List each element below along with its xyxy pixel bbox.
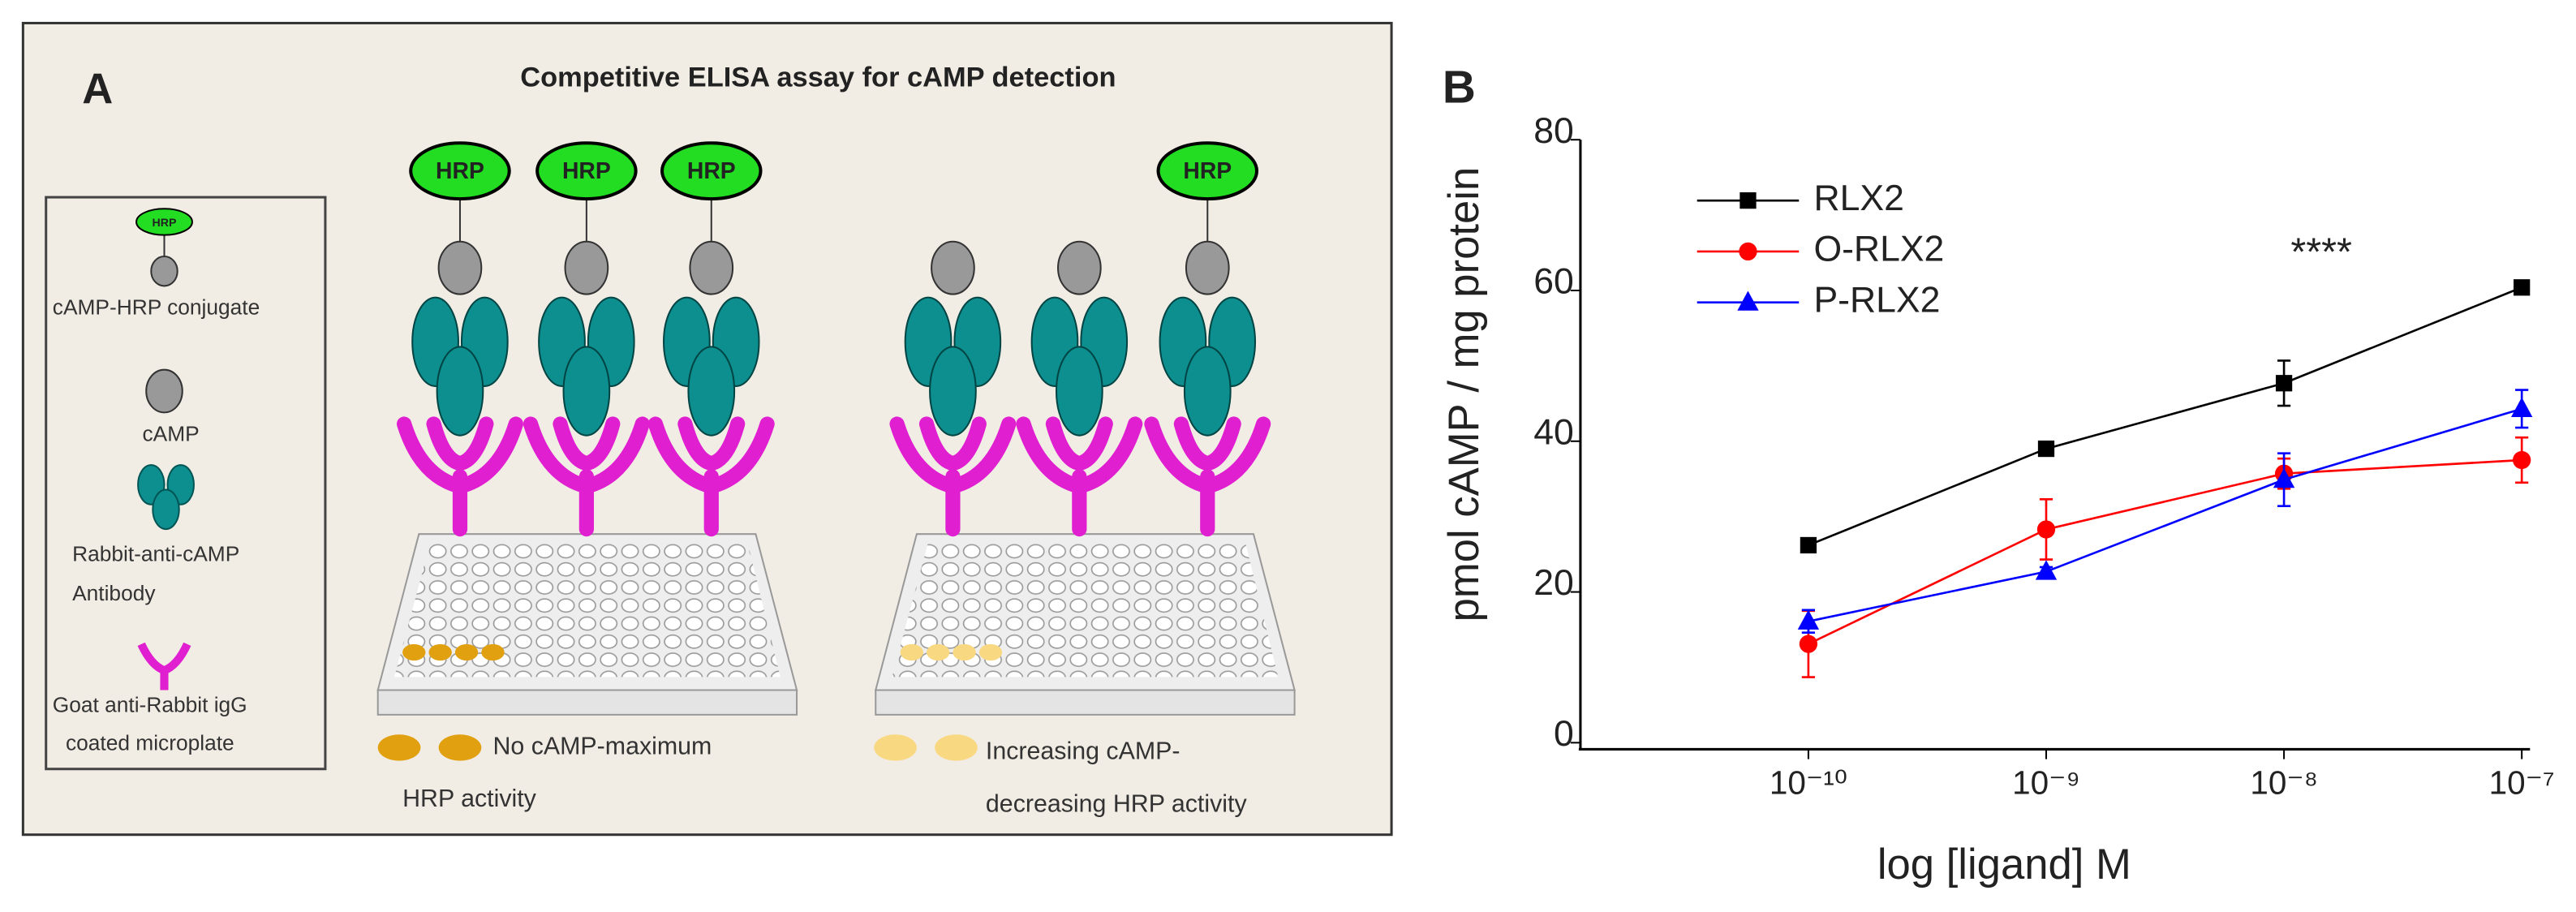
legend-label: P-RLX2 [1813,280,1940,320]
marker [2511,397,2533,417]
antibody-assembly [1016,240,1143,537]
marker [2275,375,2293,392]
marker [2273,467,2295,488]
antibody-part [562,346,611,437]
legend-text: Rabbit-anti-cAMP [72,541,239,566]
hrp-label: HRP [687,158,736,184]
igg-y [889,416,1017,537]
marker [1799,635,1818,653]
legend-marker [1740,192,1757,209]
legend-camp-icon [145,368,183,414]
antibody-part [1055,346,1103,437]
well-dots [377,643,1003,761]
y-tick-label: 40 [1533,412,1574,452]
igg-y [1144,416,1271,537]
series-line [1808,407,2522,623]
igg-y [647,416,775,537]
hrp-label: HRP [436,158,484,184]
y-tick-label: 60 [1533,262,1574,302]
y-tick-label: 0 [1554,714,1574,754]
antibody-assembly: HRP [397,141,523,537]
legend-text: cAMP [142,422,199,446]
legend-igg-icon [137,642,191,690]
camp [931,240,975,295]
marker [2037,440,2055,458]
camp [564,240,609,295]
hrp [535,141,638,201]
camp [1057,240,1102,295]
caption-line: decreasing HRP activity [986,790,1248,817]
marker [2036,520,2056,539]
igg-y [523,416,650,537]
y-axis-label: pmol cAMP / mg protein [1440,167,1488,622]
antibody-assembly: HRP [523,141,650,537]
caption-line: Increasing cAMP- [986,738,1180,765]
x-tick-label: 10⁻⁹ [2012,764,2080,802]
x-tick-label: 10⁻⁷ [2489,764,2555,802]
caption-line: HRP activity [402,785,537,812]
annotation: **** [2290,230,2352,274]
camp [437,240,483,295]
legend-text: Goat anti-Rabbit igG [53,693,247,717]
hrp-label: HRP [153,217,177,230]
panel-label: A [82,65,113,113]
igg-y [397,416,523,537]
antibody-part [1183,346,1232,437]
x-axis-label: log [ligand] M [1877,841,2131,888]
diagram-title: Competitive ELISA assay for cAMP detecti… [520,62,1116,92]
legend-marker [1737,290,1759,311]
caption-line: No cAMP-maximum [492,733,712,759]
hrp [409,141,511,201]
series-line [1808,458,2522,645]
camp [689,240,734,295]
antibody-part [929,346,977,437]
antibody-assembly [889,240,1017,537]
camp [1185,240,1230,295]
plate-right [874,533,1296,716]
antibody-assembly: HRP [1144,141,1271,537]
y-tick-label: 80 [1533,111,1574,151]
marker [1797,609,1820,630]
antibody-part [436,346,484,437]
marker [2513,450,2531,470]
plate-left [376,533,798,716]
legend-box [45,196,327,771]
marker [2035,560,2058,580]
y-tick-label: 20 [1533,563,1574,603]
hrp [1156,141,1259,201]
marker [2514,279,2531,296]
hrp-label: HRP [1183,158,1232,184]
legend-marker [1739,242,1757,261]
legend-text: cAMP-HRP conjugate [53,295,260,320]
legend-conjugate-icon [135,208,193,287]
panel-label: B [1443,62,1476,113]
x-tick-label: 10⁻¹⁰ [1770,764,1847,802]
legend-antibody-icon [137,464,195,531]
legend-label: O-RLX2 [1813,230,1944,269]
series-line [1808,286,2522,547]
hrp [660,141,763,201]
igg-y [1016,416,1143,537]
x-tick-label: 10⁻⁸ [2250,764,2317,802]
legend-label: RLX2 [1813,179,1903,218]
hrp-label: HRP [562,158,611,184]
antibody-assembly: HRP [647,141,775,537]
legend-text: coated microplate [66,730,234,755]
marker [1800,536,1817,554]
legend-text: Antibody [72,581,156,605]
antibody-part [687,346,736,437]
